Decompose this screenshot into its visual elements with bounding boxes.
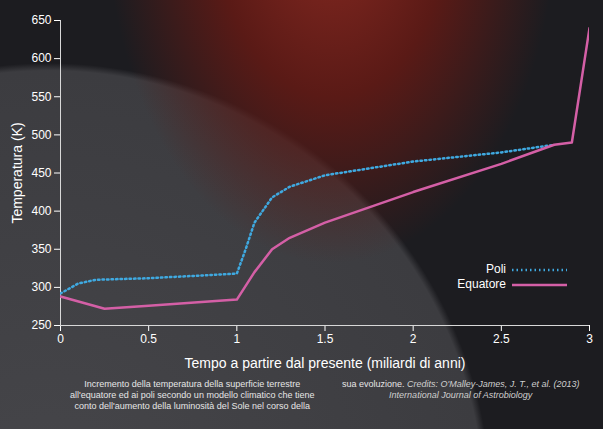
html-text:Poli: Poli	[486, 262, 506, 276]
svg-text:500: 500	[31, 128, 51, 142]
svg-text:0.5: 0.5	[140, 332, 157, 346]
svg-text:3: 3	[586, 332, 593, 346]
svg-text:Temperatura (K): Temperatura (K)	[9, 122, 25, 223]
svg-text:300: 300	[31, 280, 51, 294]
svg-text:250: 250	[31, 318, 51, 332]
html-text:Equatore: Equatore	[457, 277, 506, 291]
svg-text:400: 400	[31, 204, 51, 218]
svg-text:350: 350	[31, 242, 51, 256]
html-text:Incremento della temperatura d: Incremento della temperatura della super…	[70, 379, 580, 411]
svg-text:Tempo a partire dal presente (: Tempo a partire dal presente (miliardi d…	[185, 355, 466, 371]
svg-text:650: 650	[31, 13, 51, 27]
svg-text:600: 600	[31, 51, 51, 65]
svg-text:1: 1	[233, 332, 240, 346]
svg-text:2: 2	[410, 332, 417, 346]
svg-text:1.5: 1.5	[317, 332, 334, 346]
svg-text:0: 0	[57, 332, 64, 346]
svg-text:550: 550	[31, 90, 51, 104]
svg-text:450: 450	[31, 166, 51, 180]
svg-text:2.5: 2.5	[493, 332, 510, 346]
